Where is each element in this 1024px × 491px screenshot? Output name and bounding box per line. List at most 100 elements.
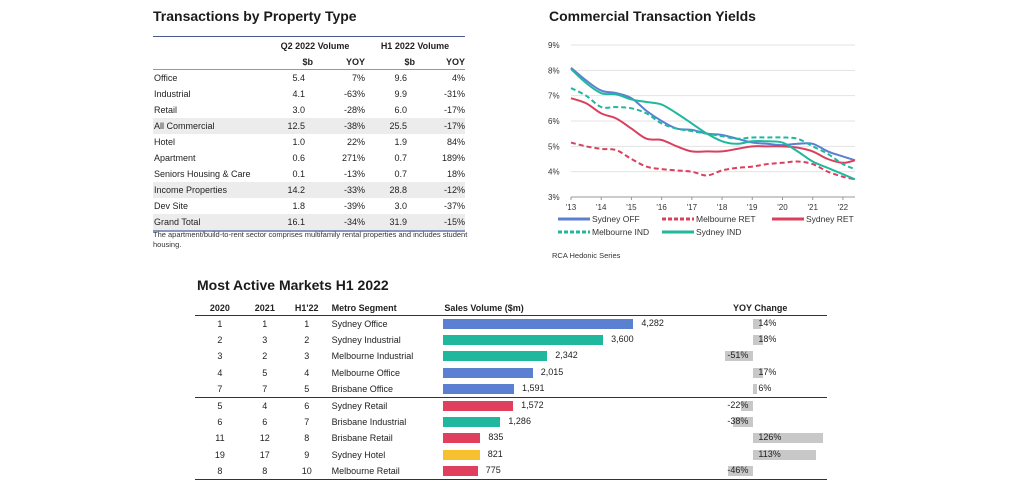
yoy-change-cell: 18% bbox=[693, 332, 827, 348]
series-lines bbox=[570, 67, 856, 181]
yoy-change-cell: 17% bbox=[693, 365, 827, 381]
x-tick-label: '21 bbox=[807, 203, 818, 212]
table-row: Retail 3.0 -28% 6.0 -17% bbox=[153, 102, 465, 118]
x-tick-label: '19 bbox=[747, 203, 758, 212]
x-tick-label: '14 bbox=[596, 203, 607, 212]
yoy-change-bar bbox=[725, 351, 754, 362]
row-label: Hotel bbox=[154, 137, 176, 147]
market-row: 5 4 6 Sydney Retail 1,572 -22% bbox=[195, 396, 827, 415]
h1-yoy: -17% bbox=[443, 105, 465, 115]
yoy-change-label: 18% bbox=[758, 334, 777, 345]
h1-yoy: -12% bbox=[415, 182, 465, 198]
rank-2020: 3 bbox=[217, 351, 223, 362]
yoy-change-bar bbox=[753, 449, 816, 460]
header-2021: 2021 bbox=[244, 301, 285, 316]
yoy-change-cell: -46% bbox=[693, 462, 827, 480]
market-row: 6 6 7 Brisbane Industrial 1,286 -38% bbox=[195, 414, 827, 430]
yoy-change-label: 126% bbox=[758, 432, 782, 443]
yoy-change-label: -46% bbox=[727, 464, 749, 475]
header-q2-yoy: YOY bbox=[313, 54, 365, 70]
sales-volume-label: 2,342 bbox=[555, 350, 578, 361]
rank-2021: 8 bbox=[244, 462, 285, 480]
yoy-change-label: -22% bbox=[727, 399, 749, 410]
market-row: 11 12 8 Brisbane Retail 835 126% bbox=[195, 430, 827, 446]
yoy-change-cell: -51% bbox=[693, 348, 827, 364]
h1-yoy: -37% bbox=[443, 201, 465, 211]
yoy-change-cell: 113% bbox=[693, 447, 827, 463]
rank-h122: 8 bbox=[304, 433, 310, 444]
rank-2020: 5 bbox=[195, 396, 245, 415]
sales-volume-bar bbox=[443, 351, 548, 362]
q2-volume: 0.6 bbox=[292, 153, 305, 163]
metro-segment: Sydney Industrial bbox=[331, 335, 401, 346]
row-label: Industrial bbox=[154, 89, 191, 99]
table-row: Income Properties 14.2 -33% 28.8 -12% bbox=[153, 182, 465, 198]
h1-volume: 31.9 bbox=[365, 214, 415, 232]
sales-volume-bar bbox=[443, 449, 480, 460]
header-h1-volume: H1 2022 Volume bbox=[365, 36, 465, 54]
h1-volume: 3.0 bbox=[394, 201, 407, 211]
y-axis-ticks: 3% 4% 5% 6% 7% 8% 9% bbox=[548, 41, 560, 202]
rank-2020: 1 bbox=[217, 319, 223, 330]
row-label: Office bbox=[154, 73, 178, 83]
h1-volume: 0.7 bbox=[394, 169, 407, 179]
yoy-change-label: 113% bbox=[758, 448, 781, 459]
yield-line-chart: 3%4%5%6%7%8%9% '13'14'15'16'17'18'19'20 '… bbox=[548, 41, 856, 237]
metro-segment: Brisbane Retail bbox=[331, 433, 393, 444]
sales-volume-bar bbox=[443, 433, 481, 444]
market-row: 2 3 2 Sydney Industrial 3,600 18% bbox=[195, 332, 827, 348]
series-line-melbourne-ret bbox=[570, 141, 856, 181]
row-label: Seniors Housing & Care bbox=[154, 169, 251, 179]
row-label: Grand Total bbox=[153, 214, 265, 232]
h1-volume: 0.7 bbox=[394, 153, 407, 163]
x-axis-ticks: '13 '14 '15 '16 '17 '18 '19 '20 '21 '22 bbox=[566, 197, 849, 212]
rank-h122: 7 bbox=[304, 417, 310, 428]
markets-title: Most Active Markets H1 2022 bbox=[197, 277, 389, 293]
q2-yoy: -38% bbox=[313, 118, 365, 134]
yoy-change-cell: 14% bbox=[693, 316, 827, 333]
q2-volume: 14.2 bbox=[265, 182, 313, 198]
rank-2021: 5 bbox=[262, 367, 268, 378]
x-tick-label: '16 bbox=[656, 203, 667, 212]
yoy-change-bar bbox=[732, 417, 754, 428]
rank-h122: 2 bbox=[304, 335, 310, 346]
yoy-change-label: 6% bbox=[758, 382, 772, 393]
q2-yoy: -33% bbox=[313, 182, 365, 198]
y-tick-label: 4% bbox=[548, 168, 560, 177]
q2-volume: 4.1 bbox=[292, 89, 305, 99]
table-row: Grand Total 16.1 -34% 31.9 -15% bbox=[153, 214, 465, 232]
yoy-change-label: -51% bbox=[727, 350, 749, 361]
metro-segment: Melbourne Industrial bbox=[331, 351, 414, 362]
q2-yoy: -13% bbox=[343, 169, 365, 179]
metro-segment: Sydney Hotel bbox=[331, 449, 386, 460]
legend-label: Sydney OFF bbox=[592, 214, 640, 224]
sales-volume-bar bbox=[443, 335, 604, 346]
sales-volume-label: 2,015 bbox=[540, 366, 564, 377]
yoy-change-bar bbox=[741, 400, 754, 411]
yoy-change-bar bbox=[753, 367, 763, 378]
market-row: 3 2 3 Melbourne Industrial 2,342 -51% bbox=[195, 348, 827, 364]
header-h1-sb: $b bbox=[365, 54, 415, 70]
rank-2020: 11 bbox=[215, 433, 225, 444]
y-tick-label: 7% bbox=[548, 92, 560, 101]
sales-volume-cell: 3,600 bbox=[441, 332, 693, 348]
rank-h122: 1 bbox=[304, 319, 310, 330]
sales-volume-cell: 1,572 bbox=[441, 396, 694, 415]
rank-2021: 17 bbox=[259, 449, 270, 460]
sales-volume-label: 1,286 bbox=[508, 416, 531, 427]
table-row: Hotel 1.0 22% 1.9 84% bbox=[153, 134, 465, 150]
x-tick-label: '18 bbox=[717, 203, 728, 212]
q2-yoy: 271% bbox=[341, 153, 365, 163]
table-row: Apartment 0.6 271% 0.7 189% bbox=[153, 150, 465, 166]
rank-2021: 1 bbox=[262, 319, 268, 330]
rank-2021: 4 bbox=[244, 396, 285, 415]
q2-yoy: 7% bbox=[351, 73, 365, 83]
x-tick-label: '17 bbox=[687, 203, 698, 212]
rank-h122: 9 bbox=[304, 449, 310, 460]
q2-volume: 3.0 bbox=[292, 105, 305, 115]
header-2020: 2020 bbox=[195, 301, 245, 316]
rank-h122: 6 bbox=[284, 396, 329, 415]
sales-volume-bar bbox=[443, 383, 514, 394]
row-label: Apartment bbox=[154, 153, 196, 163]
legend-label: Sydney IND bbox=[696, 227, 741, 237]
